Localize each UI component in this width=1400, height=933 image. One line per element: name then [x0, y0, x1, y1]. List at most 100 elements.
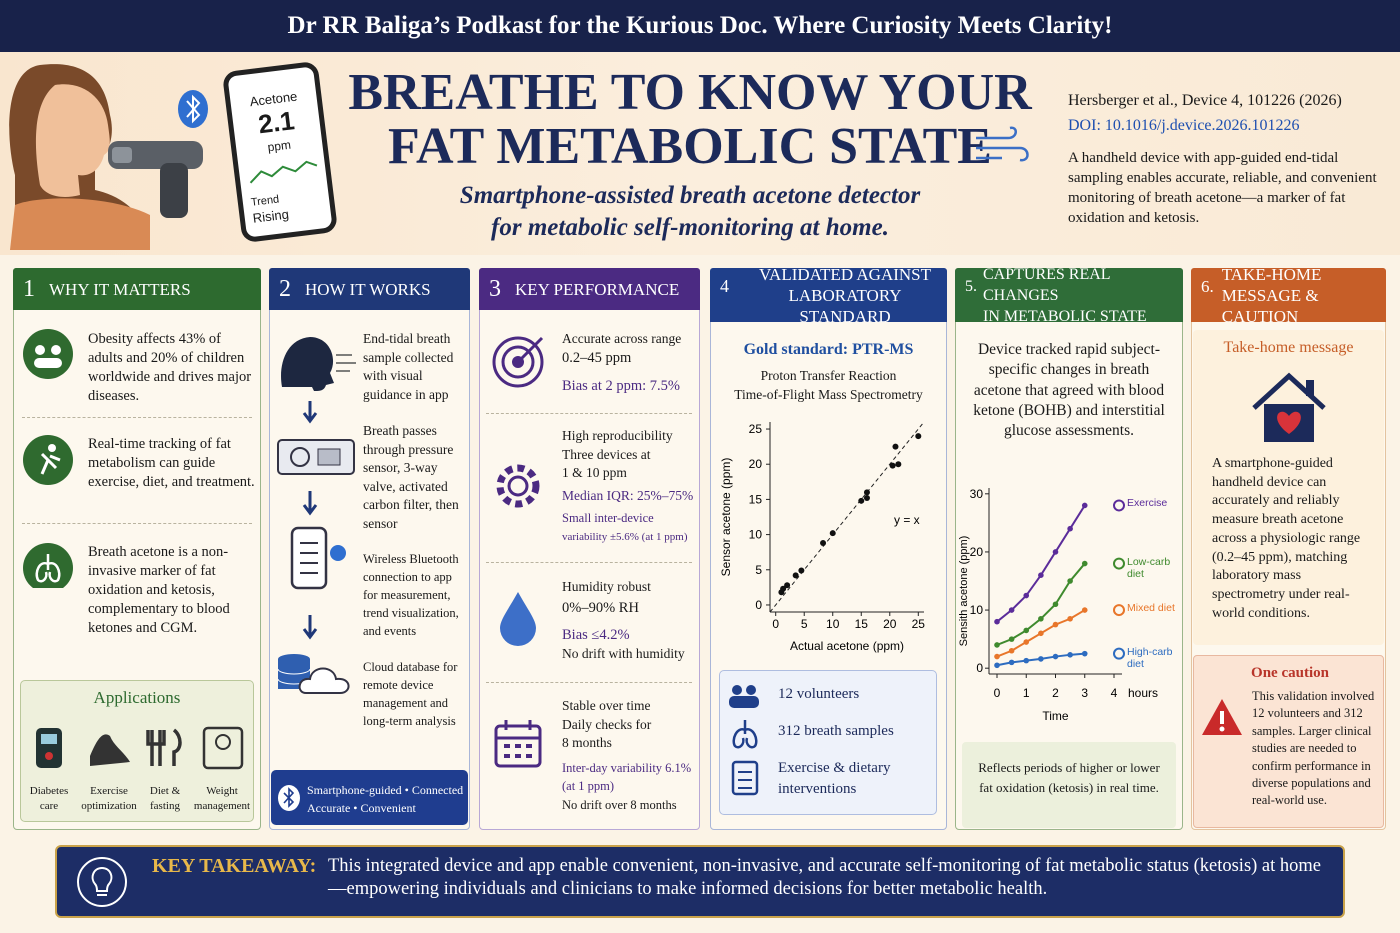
series-line: [996, 504, 1086, 623]
x-tick-label: 4: [1111, 686, 1118, 700]
panel-number: 3: [489, 275, 501, 302]
point: [1038, 615, 1044, 622]
x-tick-label: 3: [1081, 686, 1088, 700]
applications-title: Applications: [93, 688, 181, 707]
point: [994, 662, 1000, 669]
point: [1081, 502, 1088, 509]
panel: [955, 268, 1183, 830]
point: [994, 642, 1000, 648]
separator: [486, 413, 692, 414]
panel-title: WHY IT MATTERS: [49, 279, 191, 299]
message-title: Take-home message: [1223, 339, 1354, 356]
y-tick-label: 0: [976, 661, 983, 675]
application-icons: [36, 726, 244, 770]
point: [1067, 652, 1073, 658]
citation: Hersberger et al., Device 4, 101226 (202…: [1068, 92, 1342, 109]
takeaway-box: [55, 845, 1345, 918]
performance-line: Bias ≤4.2%: [562, 627, 630, 643]
point: [915, 433, 922, 440]
point: [1052, 601, 1059, 608]
scatter-chart: 0 5 10 15 20 25 0 5 10 15 20 25 y = x Actual acetone …: [719, 421, 926, 653]
panel-head: 2 HOW IT WORKS: [269, 268, 470, 310]
point: [1038, 630, 1044, 637]
panel-head: 6. TAKE-HOME MESSAGE & CAUTION: [1191, 265, 1386, 326]
point: [784, 582, 791, 589]
panel-title-line: LABORATORY STANDARD: [788, 285, 902, 326]
performance-line: No drift with humidity: [562, 645, 685, 661]
panel-head: 5. CAPTURES REAL CHANGES IN METABOLIC STAT…: [955, 265, 1183, 325]
bluetooth-icon: [178, 90, 208, 128]
legend-label: High-carb diet: [1127, 645, 1173, 670]
legend-marker: [1113, 557, 1125, 570]
separator: [486, 682, 692, 683]
y-tick-label: 15: [749, 492, 763, 506]
performance-block: Stable over time Daily checks for 8 mont…: [562, 697, 698, 814]
performance-line: 1 & 10 ppm: [562, 465, 627, 480]
performance-line: Stable over time: [562, 698, 651, 713]
point: [889, 462, 896, 469]
panel-icons: [23, 329, 73, 588]
point: [892, 443, 899, 450]
summary: A handheld device with app-guided end-ti…: [1068, 150, 1377, 226]
performance-line: High reproducibility: [562, 428, 673, 443]
point: [1023, 627, 1030, 634]
application-label: Diabetes care: [29, 785, 69, 812]
point: [1081, 650, 1088, 657]
note: Reflects periods of higher or lower fat …: [978, 760, 1160, 795]
point: [1067, 578, 1073, 584]
point: [1081, 560, 1088, 567]
process-step: Breath passes through pressure sensor, 3…: [363, 423, 459, 531]
performance-line: 0%–90% RH: [562, 599, 639, 616]
phone: Acetone 2.1 ppm Trend Rising: [221, 60, 339, 244]
reference-line: [769, 421, 925, 613]
panel-title-line: CAPTURES REAL CHANGES: [983, 265, 1110, 304]
point: [1038, 572, 1044, 578]
warning-icon: [1202, 699, 1242, 735]
performance-line: Daily checks for: [562, 716, 652, 732]
phone-trend-line: [249, 160, 318, 184]
point: [1052, 621, 1059, 628]
bulb-icon: [77, 857, 127, 907]
point: [1081, 607, 1088, 613]
footer-line: Accurate • Convenient: [307, 801, 416, 815]
subtitle-line: for metabolic self-monitoring at home.: [491, 214, 889, 241]
footer-line: Smartphone-guided • Connected: [307, 783, 464, 797]
application-label: Diet & fasting: [149, 785, 181, 812]
house-icon: [1252, 372, 1326, 442]
takeaway-label: KEY TAKEAWAY:: [152, 855, 317, 877]
panel-number: 1: [23, 275, 35, 302]
caution-title: One caution: [1251, 665, 1329, 681]
separator: [22, 417, 252, 418]
performance-line: variability ±5.6% (at 1 ppm): [562, 530, 688, 543]
line-chart-box: 0 10 20 30 0 1 2 3 4 hours Time Sensith acetone (pp…: [955, 480, 1183, 730]
x-tick-label: 0: [994, 686, 1001, 700]
title: BREATHE TO KNOW YOUR FAT METABOLIC STATE: [340, 66, 1040, 174]
panel-title-line: VALIDATED AGAINST: [758, 264, 932, 284]
footer-box: [271, 770, 468, 825]
legend-marker: [1113, 604, 1125, 617]
x-tick-label: 25: [912, 617, 926, 631]
panel-text: Device tracked rapid subject-specific ch…: [973, 341, 1165, 440]
panel-head: 3 KEY PERFORMANCE: [479, 268, 700, 310]
note-box: [962, 742, 1176, 828]
performance-line: Small inter-device: [562, 511, 654, 525]
point: [1067, 615, 1073, 622]
x-tick-label: 5: [801, 617, 808, 631]
panel-title-line: TAKE-HOME: [1221, 264, 1322, 284]
panel-number: 2: [279, 275, 291, 302]
point: [1067, 525, 1073, 532]
breath-icon: [976, 126, 1029, 162]
subtitle: Smartphone-assisted breath acetone detec…: [340, 180, 1040, 244]
y-tick-label: 20: [749, 457, 763, 471]
method: Proton Transfer Reaction Time-of-Flight M…: [710, 366, 947, 404]
point: [1023, 592, 1030, 599]
panel-title-line: MESSAGE & CAUTION: [1221, 285, 1319, 326]
panel-title: TAKE-HOME MESSAGE & CAUTION: [1222, 264, 1386, 327]
caution-box: [1193, 655, 1384, 828]
point: [829, 530, 836, 537]
legend-label: Exercise: [1127, 497, 1168, 510]
application-label: Exercise optimization: [81, 785, 137, 812]
x-unit: hours: [1128, 686, 1158, 700]
process-step: Cloud database for remote device managem…: [363, 660, 458, 728]
